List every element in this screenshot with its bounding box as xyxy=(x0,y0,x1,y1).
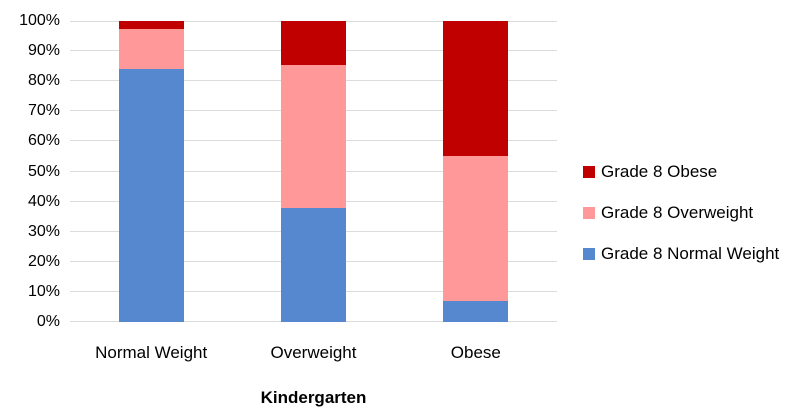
y-axis-tick-label: 50% xyxy=(27,162,60,180)
bar-segment-grade-8-overweight xyxy=(281,64,346,208)
legend-label: Grade 8 Normal Weight xyxy=(601,244,780,263)
legend-item-grade-8-normal-weight: Grade 8 Normal Weight xyxy=(583,244,779,264)
legend: Grade 8 Obese Grade 8 Overweight Grade 8 N… xyxy=(583,162,779,285)
y-axis-tick-label: 90% xyxy=(27,42,60,60)
x-axis-title: Kindergarten xyxy=(260,388,367,407)
category-label-normal-weight: Normal Weight xyxy=(95,343,208,362)
bar-segment-grade-8-normal-weight xyxy=(119,69,184,322)
legend-swatch-icon xyxy=(583,166,595,178)
category-label-overweight: Overweight xyxy=(270,343,357,362)
y-axis-tick-label: 70% xyxy=(27,102,60,120)
y-axis-tick-label: 60% xyxy=(27,132,60,150)
legend-swatch-icon xyxy=(583,248,595,260)
bar-segment-grade-8-obese xyxy=(281,21,346,65)
y-axis-tick-label: 0% xyxy=(36,313,60,330)
category-label-obese: Obese xyxy=(450,343,501,362)
bar-segment-grade-8-obese xyxy=(443,21,508,157)
y-axis-tick-label: 100% xyxy=(19,12,60,29)
legend-item-grade-8-obese: Grade 8 Obese xyxy=(583,162,779,182)
y-axis-tick-label: 10% xyxy=(27,282,60,300)
y-axis-tick-label: 40% xyxy=(27,192,60,210)
legend-swatch-icon xyxy=(583,207,595,219)
bar-segment-grade-8-overweight xyxy=(443,156,508,301)
bar-column-overweight xyxy=(281,21,346,322)
bar-segment-grade-8-normal-weight xyxy=(281,207,346,322)
bar-segment-grade-8-obese xyxy=(119,21,184,29)
y-axis-tick-label: 30% xyxy=(27,222,60,240)
y-axis-tick-label: 20% xyxy=(27,252,60,270)
bar-column-obese xyxy=(443,21,508,322)
legend-label: Grade 8 Obese xyxy=(601,162,718,181)
legend-item-grade-8-overweight: Grade 8 Overweight xyxy=(583,203,779,223)
bar-column-normal-weight xyxy=(119,21,184,322)
bar-segment-grade-8-normal-weight xyxy=(443,300,508,322)
y-axis-tick-label: 80% xyxy=(27,72,60,90)
legend-label: Grade 8 Overweight xyxy=(601,203,754,222)
bar-segment-grade-8-overweight xyxy=(119,28,184,70)
plot-area xyxy=(70,21,557,322)
